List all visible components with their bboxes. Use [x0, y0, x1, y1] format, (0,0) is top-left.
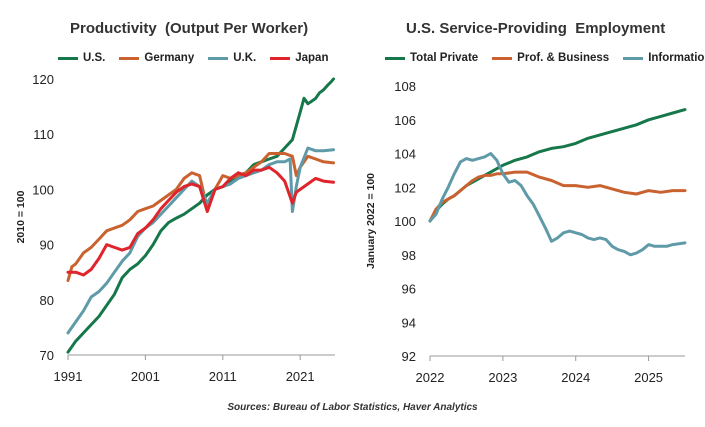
right-chart-title: U.S. Service-Providing Employment: [406, 20, 666, 37]
left-chart-legend: U.S. Germany U.K. Japan: [58, 52, 328, 64]
legend-item-japan: Japan: [270, 52, 328, 64]
x-tick-label: 2001: [131, 369, 160, 384]
legend-item-germany: Germany: [119, 52, 194, 64]
right-chart-legend: Total Private Prof. & Business Information: [385, 52, 705, 64]
y-tick-label: 100: [32, 182, 54, 197]
y-tick-label: 108: [394, 79, 416, 94]
legend-label: Japan: [295, 52, 329, 64]
legend-swatch: [119, 56, 140, 60]
employment-chart: 92 94 96 98 100 102 104 106 108 2022 2023 2024 2025 J…: [365, 79, 687, 385]
y-tick-label: 102: [394, 180, 416, 195]
y-tick-label: 92: [402, 349, 416, 364]
y-axis-label: 2010 = 100: [15, 190, 27, 243]
legend-label: U.S.: [83, 52, 106, 64]
x-tick-label: 2022: [416, 370, 445, 385]
series-line-u-k: [66, 146, 335, 335]
legend-swatch: [270, 56, 291, 60]
source-note: Sources: Bureau of Labor Statistics, Hav…: [227, 402, 478, 413]
y-tick-label: 70: [40, 348, 54, 363]
y-tick-label: 110: [33, 127, 54, 142]
legend-item-u-s: U.S.: [58, 52, 105, 64]
y-tick-label: 80: [40, 293, 54, 308]
legend-item-u-k: U.K.: [208, 52, 256, 64]
legend-item-prof-business: Prof. & Business: [492, 52, 609, 64]
y-tick-label: 96: [402, 282, 416, 297]
legend-swatch: [208, 56, 229, 60]
x-tick-label: 2023: [488, 370, 517, 385]
series-line-total-private: [428, 108, 687, 223]
y-axis-label: January 2022 = 100: [365, 173, 377, 269]
legend-item-information: Information: [623, 52, 705, 64]
legend-label: Information: [648, 52, 705, 64]
series-line-u-s: [66, 77, 335, 354]
x-tick-label: 1991: [54, 369, 83, 384]
series-line-prof-business: [428, 170, 687, 223]
legend-label: U.K.: [233, 52, 257, 64]
x-tick-label: 2025: [634, 370, 663, 385]
y-tick-label: 120: [32, 72, 54, 87]
legend-swatch: [58, 56, 78, 60]
legend-swatch: [623, 56, 644, 60]
legend-label: Germany: [144, 52, 195, 64]
legend-label: Total Private: [410, 52, 479, 64]
series-line-information: [428, 152, 687, 257]
y-tick-label: 104: [394, 147, 416, 162]
series-line-japan: [66, 165, 335, 277]
legend-item-total-private: Total Private: [385, 52, 478, 64]
legend-swatch: [385, 56, 405, 60]
y-tick-label: 106: [394, 113, 416, 128]
left-chart-title: Productivity (Output Per Worker): [70, 20, 309, 37]
productivity-chart: 70 80 90 100 110 120 1991 2001 2011 2021 2010 = 10…: [15, 72, 335, 384]
y-tick-label: 94: [402, 315, 416, 330]
x-tick-label: 2011: [209, 369, 237, 384]
series-line-germany: [66, 152, 335, 282]
legend-label: Prof. & Business: [517, 52, 610, 64]
legend-swatch: [492, 56, 513, 60]
x-tick-label: 2024: [561, 370, 590, 385]
y-tick-label: 100: [394, 214, 416, 229]
y-tick-label: 98: [402, 248, 416, 263]
x-tick-label: 2021: [286, 369, 315, 384]
y-tick-label: 90: [40, 238, 54, 253]
